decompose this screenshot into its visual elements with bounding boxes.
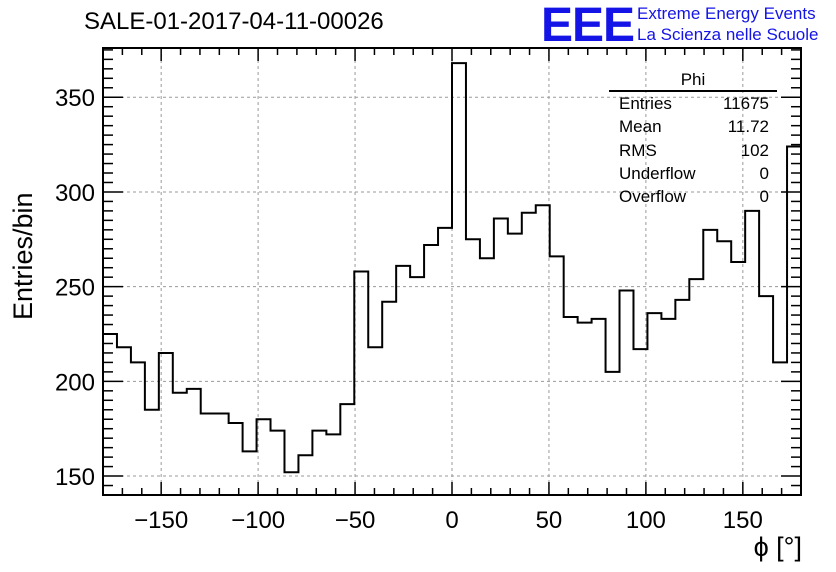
stats-row-entries: Entries 11675: [609, 92, 777, 115]
histogram-bin: [354, 272, 368, 496]
histogram-bin: [633, 349, 647, 495]
histogram-bin: [620, 290, 634, 495]
stats-row-underflow: Underflow 0: [609, 162, 777, 185]
histogram-bin: [494, 218, 508, 495]
x-tick-label: −150: [134, 507, 188, 534]
logo-text-line1: Extreme Energy Events: [637, 4, 816, 23]
histogram-bin: [661, 319, 675, 495]
stats-label: Overflow: [619, 187, 687, 207]
x-tick-label: 50: [536, 507, 563, 534]
histogram-bin: [564, 317, 578, 495]
histogram-bin: [340, 404, 354, 495]
histogram-bin: [606, 372, 620, 495]
histogram-bin: [396, 266, 410, 495]
stats-row-mean: Mean 11.72: [609, 115, 777, 138]
x-tick-label: 100: [626, 507, 666, 534]
y-tick-label: 150: [55, 464, 95, 491]
histogram-bin: [382, 302, 396, 495]
histogram-bin: [759, 296, 773, 495]
histogram-bin: [522, 213, 536, 495]
histogram-bin: [201, 414, 215, 495]
histogram-bin: [773, 362, 787, 495]
axis-ticks: [103, 48, 801, 495]
histogram-series: [103, 62, 801, 496]
histogram-bin: [578, 323, 592, 495]
histogram-outline: [103, 62, 801, 474]
stats-value: 11.72: [727, 117, 769, 137]
histogram-bin: [508, 234, 522, 495]
histogram-bin: [647, 313, 661, 495]
y-tick-label: 200: [55, 369, 95, 396]
stats-row-overflow: Overflow 0: [609, 185, 777, 208]
stats-title: Phi: [609, 70, 777, 92]
histogram-bin: [731, 262, 745, 495]
histogram-bin: [452, 63, 466, 495]
histogram-bin: [326, 434, 340, 495]
histogram-bin: [550, 256, 564, 495]
x-tick-label: −100: [231, 507, 285, 534]
histogram-bin: [424, 245, 438, 495]
histogram-bin: [536, 205, 550, 495]
histogram-bin: [480, 258, 494, 495]
histogram-bin: [117, 347, 131, 495]
chart-title: SALE-01-2017-04-11-00026: [84, 8, 384, 35]
histogram-bin: [271, 431, 285, 495]
histogram-bin: [187, 389, 201, 495]
histogram-bin: [131, 362, 145, 495]
stats-value: 0: [759, 163, 769, 183]
histogram-bin: [298, 455, 312, 495]
histogram-bin: [173, 393, 187, 495]
histogram-bin: [703, 230, 717, 495]
histogram-bin: [159, 353, 173, 495]
histogram-bin: [717, 241, 731, 495]
histogram-bin: [368, 347, 382, 495]
histogram-bin: [787, 146, 801, 495]
histogram-bin: [229, 423, 243, 495]
y-tick-label: 250: [55, 275, 95, 302]
stats-label: Mean: [619, 117, 662, 137]
stats-box: Phi Entries 11675 Mean 11.72 RMS 102 Und…: [609, 70, 777, 208]
x-tick-label: −50: [335, 507, 376, 534]
y-tick-label: 300: [55, 180, 95, 207]
tick-labels: −150 −100 −50 0 50 100 150 150 200 250 300 350: [55, 85, 763, 534]
y-tick-label: 350: [55, 85, 95, 112]
histogram-bin: [466, 239, 480, 495]
histogram-bin: [410, 277, 424, 495]
histogram-bin: [675, 300, 689, 495]
histogram-bin: [438, 228, 452, 495]
stats-value: 11675: [722, 94, 769, 113]
stats-value: 0: [759, 187, 769, 207]
stats-label: Entries: [619, 94, 672, 113]
x-tick-label: 150: [723, 507, 763, 534]
histogram-bin: [215, 414, 229, 495]
logo-text-line2: La Scienza nelle Scuole: [637, 25, 819, 44]
y-axis-label: Entries/bin: [8, 192, 38, 320]
histogram-bin: [312, 431, 326, 495]
stats-label: Underflow: [619, 163, 696, 183]
x-tick-label: 0: [445, 507, 458, 534]
eee-logo: EEE: [541, 0, 635, 52]
x-axis-label: ϕ [°]: [753, 532, 802, 562]
histogram-bin: [103, 334, 117, 495]
histogram-bin: [592, 319, 606, 495]
stats-value: 102: [740, 140, 769, 160]
histogram-bin: [145, 410, 159, 495]
histogram-bin: [745, 211, 759, 495]
stats-row-rms: RMS 102: [609, 139, 777, 162]
histogram-bin: [243, 451, 257, 495]
histogram-bin: [689, 279, 703, 495]
stats-label: RMS: [619, 140, 657, 160]
